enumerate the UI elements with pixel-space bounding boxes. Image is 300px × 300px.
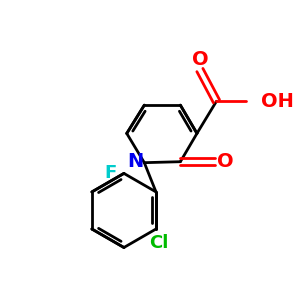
Text: N: N: [128, 152, 144, 171]
Text: OH: OH: [261, 92, 294, 111]
Text: O: O: [217, 152, 233, 171]
Text: F: F: [104, 164, 116, 182]
Text: O: O: [192, 50, 208, 69]
Text: Cl: Cl: [149, 234, 169, 252]
